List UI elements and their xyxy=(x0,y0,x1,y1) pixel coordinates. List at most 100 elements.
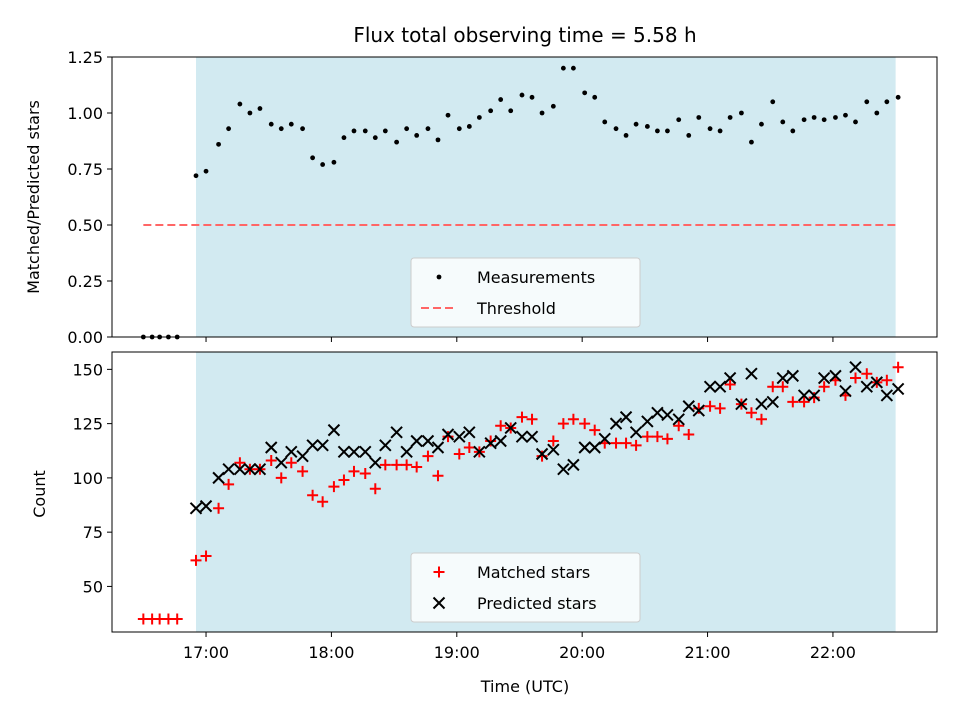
measurements-point xyxy=(320,162,326,167)
predicted-stars-point xyxy=(189,502,203,515)
measurements-point xyxy=(613,126,619,132)
predicted-stars-point xyxy=(316,439,329,452)
measurements-point xyxy=(843,112,848,118)
matched-stars-point xyxy=(485,435,497,447)
matched-stars-point xyxy=(798,396,810,408)
matched-stars-point xyxy=(579,418,591,430)
legend-box xyxy=(410,257,641,328)
matched-stars-point xyxy=(348,465,360,477)
y-tick-label: 50 xyxy=(83,577,103,596)
matched-stars-point xyxy=(379,459,391,471)
predicted-stars-point xyxy=(609,417,623,430)
measurements-point xyxy=(193,173,199,179)
measurements-point xyxy=(476,115,482,120)
measurements-point xyxy=(895,94,901,100)
matched-stars-point xyxy=(442,431,454,443)
matched-stars-point xyxy=(391,459,403,471)
predicted-stars-point xyxy=(598,432,611,446)
predicted-stars-point xyxy=(233,463,247,476)
matched-stars-point xyxy=(787,396,799,408)
measurements-point xyxy=(707,126,713,132)
predicted-stars-point xyxy=(463,426,476,439)
matched-stars-point xyxy=(307,489,319,501)
measurements-point xyxy=(529,94,535,100)
matched-stars-point xyxy=(516,411,528,423)
bottom-panel-count: 50 75 100 125 150 17:00 18:00 19:00 20:00 21:00 22… xyxy=(72,351,938,662)
matched-stars-point xyxy=(171,613,183,625)
measurements-point xyxy=(644,124,650,129)
matched-stars-point xyxy=(630,439,642,451)
predicted-stars-point xyxy=(723,371,737,385)
measurements-point xyxy=(696,115,702,120)
measurements-point xyxy=(414,133,420,138)
predicted-stars-point xyxy=(525,430,539,443)
predicted-stars-point xyxy=(588,441,601,454)
matched-stars-point xyxy=(892,361,904,373)
predicted-stars-point xyxy=(369,456,382,469)
predicted-stars-point xyxy=(410,434,423,448)
matched-stars-point xyxy=(673,420,685,432)
predicted-stars-point xyxy=(431,441,445,454)
matched-stars-point xyxy=(567,413,579,425)
matched-stars-point xyxy=(411,461,423,473)
legend-label: Matched stars xyxy=(477,563,590,582)
matched-stars-point xyxy=(422,450,434,462)
measurements-point xyxy=(498,97,504,102)
measurements-point xyxy=(351,128,357,134)
measurements-point xyxy=(739,110,744,116)
matched-stars-point xyxy=(557,418,569,430)
measurements-point xyxy=(362,128,368,134)
x-tick-label: 19:00 xyxy=(434,643,480,662)
measurements-point xyxy=(435,137,441,143)
predicted-stars-point xyxy=(453,430,466,443)
predicted-stars-point xyxy=(682,400,695,413)
predicted-stars-point xyxy=(337,445,351,459)
measurements-point xyxy=(623,133,629,138)
top-y-axis-label: Matched/Predicted stars xyxy=(24,100,43,294)
matched-stars-point xyxy=(213,502,225,514)
measurements-point xyxy=(727,115,733,120)
axes-frame xyxy=(111,56,938,338)
y-tick-label: 75 xyxy=(83,523,103,542)
predicted-stars-point xyxy=(766,395,779,409)
measurements-point xyxy=(884,99,890,105)
matched-stars-point xyxy=(526,413,538,425)
matched-stars-point xyxy=(547,435,559,447)
predicted-stars-point xyxy=(212,471,225,485)
measurements-point xyxy=(853,119,858,125)
measurements-point xyxy=(550,103,556,109)
measurements-point xyxy=(508,108,514,114)
predicted-stars-point xyxy=(755,397,768,411)
legend-marker xyxy=(432,596,446,610)
matched-stars-point xyxy=(651,431,663,443)
measurements-point xyxy=(833,115,838,120)
predicted-stars-point xyxy=(327,423,341,437)
matched-stars-point xyxy=(767,381,779,393)
predicted-stars-point xyxy=(347,445,361,459)
top-panel-ratio: 0.00 0.25 0.50 0.75 1.00 1.25 Measurements Thre… xyxy=(67,48,938,347)
measurements-point xyxy=(300,126,305,132)
measurements-point xyxy=(686,133,692,138)
predicted-stars-point xyxy=(713,380,727,393)
predicted-stars-point xyxy=(535,447,549,461)
matched-stars-point xyxy=(234,457,246,469)
predicted-stars-point xyxy=(400,445,413,459)
matched-stars-point xyxy=(704,400,716,412)
measurements-point xyxy=(488,108,494,114)
predicted-stars-point xyxy=(199,499,213,513)
measurements-point xyxy=(372,135,378,141)
matched-stars-point xyxy=(265,455,277,467)
measurements-point xyxy=(560,65,566,71)
matched-stars-point xyxy=(881,374,893,386)
predicted-stars-point xyxy=(849,360,862,374)
measurements-point xyxy=(759,121,764,127)
predicted-stars-point xyxy=(557,463,570,476)
matched-stars-point xyxy=(724,379,736,391)
predicted-stars-point xyxy=(672,413,685,426)
measurements-point xyxy=(717,128,723,134)
matched-stars-point xyxy=(369,483,381,495)
matched-stars-point xyxy=(285,457,297,469)
measurements-point xyxy=(382,128,388,134)
predicted-stars-point xyxy=(692,404,705,417)
